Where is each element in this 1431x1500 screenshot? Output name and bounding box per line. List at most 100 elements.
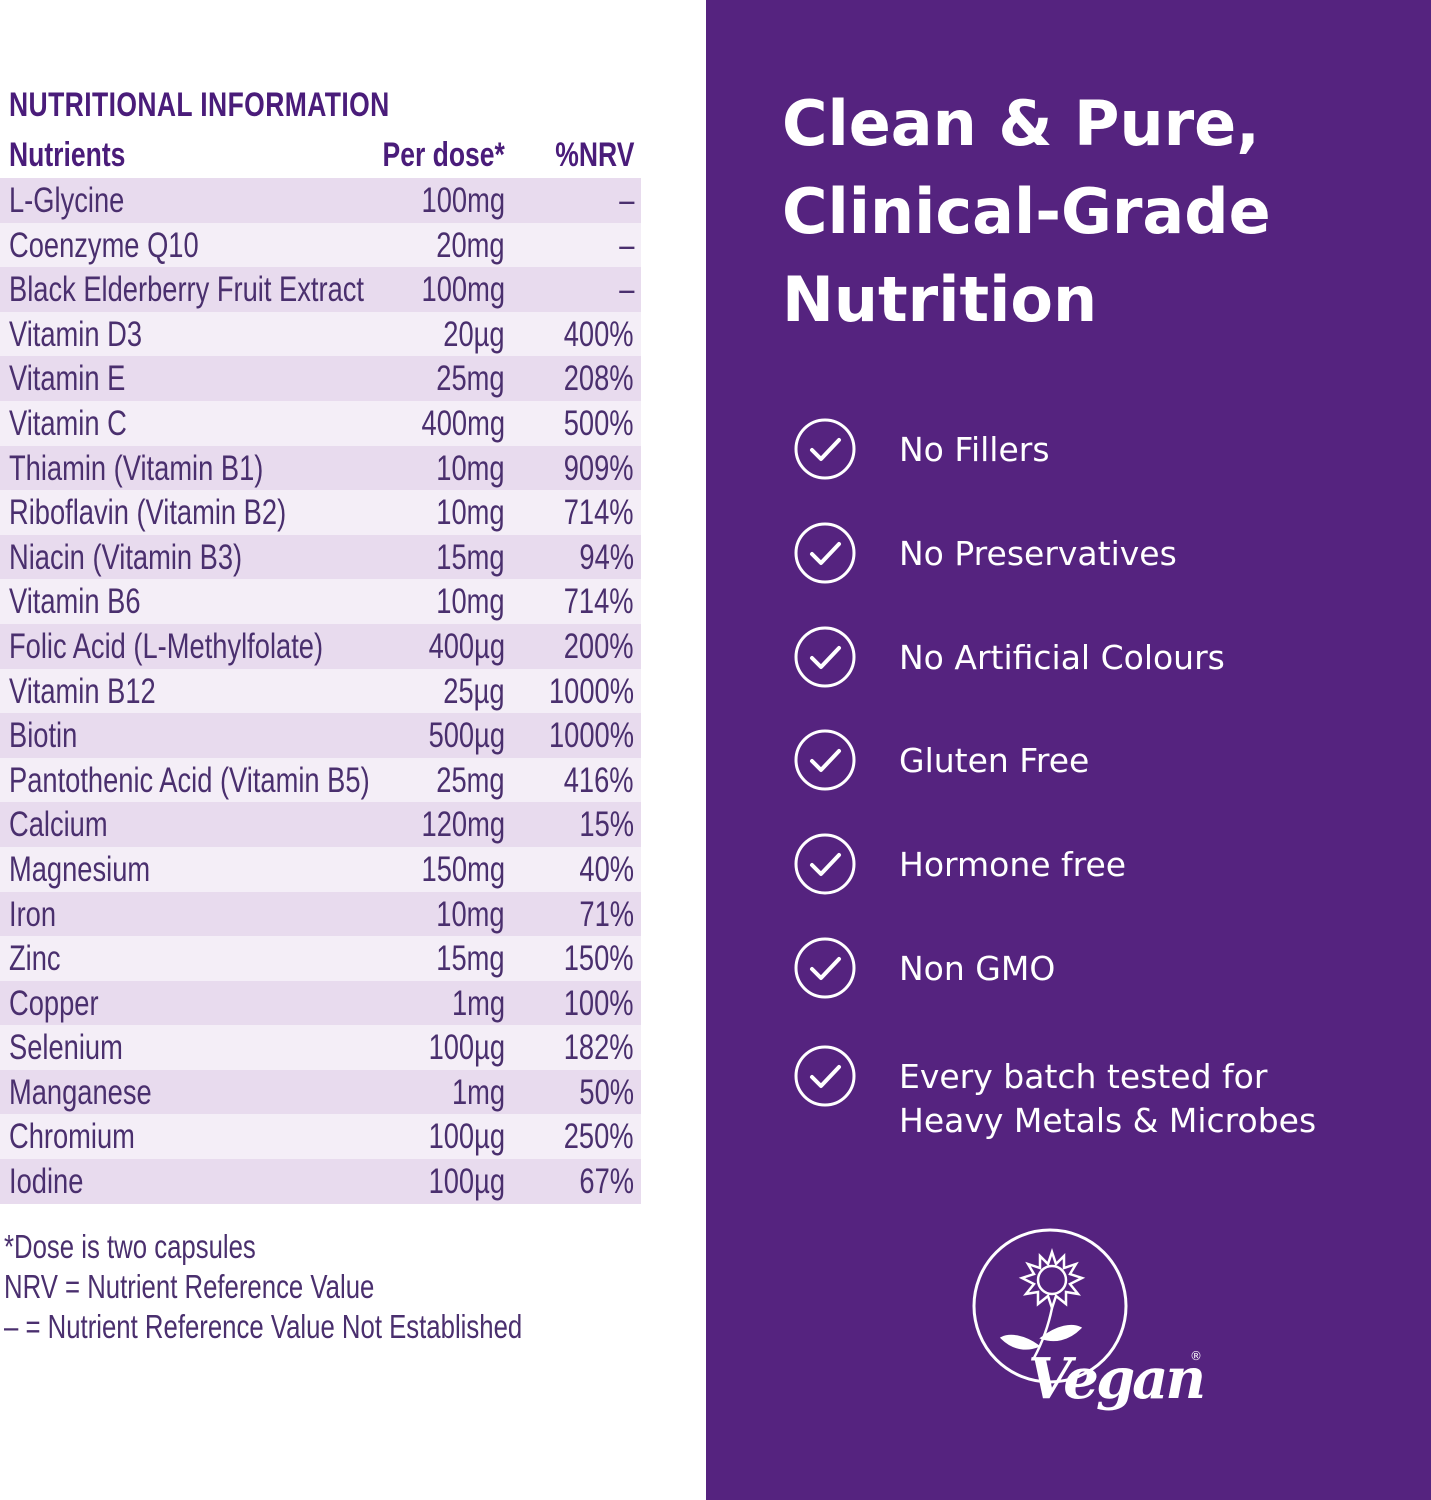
nutrient-name: Coenzyme Q10 xyxy=(9,225,199,265)
nutrient-name: Vitamin C xyxy=(9,403,127,443)
nrv-value: 909% xyxy=(564,448,634,488)
table-row: Chromium 100µg 250% xyxy=(0,1114,641,1160)
dose-value: 10mg xyxy=(436,582,505,622)
headline-line: Clean & Pure, xyxy=(782,87,1260,160)
nutrient-name: Iodine xyxy=(9,1162,84,1202)
dose-value: 100mg xyxy=(421,270,505,310)
table-row: Zinc 15mg 150% xyxy=(0,936,641,981)
nutrient-name: L-Glycine xyxy=(9,181,125,220)
header-per-dose: Per dose* xyxy=(382,136,505,174)
table-row: Folic Acid (L-Methylfolate) 400µg 200% xyxy=(0,623,641,669)
check-circle-icon xyxy=(794,626,856,688)
check-circle-icon xyxy=(794,937,856,999)
dose-value: 100µg xyxy=(428,1117,505,1157)
dose-value: 25mg xyxy=(436,760,505,800)
dose-value: 10mg xyxy=(436,894,505,934)
nutrient-name: Biotin xyxy=(9,716,78,756)
nrv-value: 182% xyxy=(564,1028,634,1068)
dose-value: 500µg xyxy=(428,716,505,756)
table-row: Coenzyme Q10 20mg – xyxy=(0,222,641,268)
feature-label: Every batch tested for Heavy Metals & Mi… xyxy=(899,1057,1317,1140)
nutrient-name: Folic Acid (L-Methylfolate) xyxy=(9,626,324,666)
nrv-value: 50% xyxy=(579,1072,634,1112)
feature-label: Gluten Free xyxy=(899,741,1090,780)
dose-value: 10mg xyxy=(436,493,505,533)
check-circle-icon xyxy=(794,418,856,480)
svg-text:Vegan: Vegan xyxy=(1028,1346,1203,1412)
dose-value: 1mg xyxy=(451,1072,505,1112)
nrv-value: 416% xyxy=(564,760,634,800)
nrv-value: 100% xyxy=(564,983,634,1023)
nutrient-name: Black Elderberry Fruit Extract xyxy=(9,270,364,310)
nutrient-name: Manganese xyxy=(9,1072,152,1112)
nutrition-title: NUTRITIONAL INFORMATION xyxy=(9,86,390,124)
nrv-value: 500% xyxy=(564,403,634,443)
feature-label: No Fillers xyxy=(899,430,1050,469)
nutrient-name: Calcium xyxy=(9,805,108,845)
table-row: Black Elderberry Fruit Extract 100mg – xyxy=(0,267,641,312)
nrv-value: – xyxy=(618,181,634,220)
dose-value: 100µg xyxy=(428,1028,505,1068)
table-row: Copper 1mg 100% xyxy=(0,980,641,1026)
dose-value: 400µg xyxy=(428,626,505,666)
dose-value: 10mg xyxy=(436,448,505,488)
nutrient-name: Iron xyxy=(9,894,57,934)
nutrient-name: Vitamin D3 xyxy=(9,314,143,354)
nutrient-name: Copper xyxy=(9,983,99,1023)
nrv-value: 40% xyxy=(579,849,634,889)
vegan-logo-icon: Vegan ® xyxy=(972,1228,1206,1412)
nrv-value: 94% xyxy=(579,537,634,577)
dose-value: 100mg xyxy=(421,181,505,220)
table-header: Nutrients Per dose* %NRV xyxy=(0,134,641,178)
check-circle-icon xyxy=(794,1045,856,1107)
panel-headline: Clean & Pure, Clinical-Grade Nutrition xyxy=(782,80,1271,344)
dose-value: 120mg xyxy=(421,805,505,845)
nrv-value: – xyxy=(618,270,634,310)
nutrient-name: Magnesium xyxy=(9,849,151,889)
nutrient-name: Niacin (Vitamin B3) xyxy=(9,537,243,577)
table-row: Vitamin C 400mg 500% xyxy=(0,400,641,446)
footnote: *Dose is two capsules xyxy=(4,1228,256,1265)
nutrient-name: Pantothenic Acid (Vitamin B5) xyxy=(9,760,370,800)
nutrient-name: Riboflavin (Vitamin B2) xyxy=(9,493,287,533)
nrv-value: 400% xyxy=(564,314,634,354)
benefits-panel: Clean & Pure, Clinical-Grade Nutrition N… xyxy=(706,0,1431,1500)
table-row: Calcium 120mg 15% xyxy=(0,802,641,847)
dose-value: 20mg xyxy=(436,225,505,265)
headline-line: Clinical-Grade xyxy=(782,175,1271,248)
dose-value: 15mg xyxy=(436,537,505,577)
dose-value: 25µg xyxy=(443,671,505,711)
dose-value: 1mg xyxy=(451,983,505,1023)
table-row: Biotin 500µg 1000% xyxy=(0,713,641,758)
table-row: Magnesium 150mg 40% xyxy=(0,846,641,892)
dose-value: 25mg xyxy=(436,359,505,399)
header-nrv: %NRV xyxy=(554,136,634,174)
svg-text:®: ® xyxy=(1190,1349,1202,1363)
nrv-value: 150% xyxy=(564,939,634,979)
table-row: L-Glycine 100mg – xyxy=(0,178,641,223)
nrv-value: 1000% xyxy=(548,671,634,711)
nutrient-name: Selenium xyxy=(9,1028,123,1068)
nrv-value: 71% xyxy=(579,894,634,934)
nutrient-name: Vitamin B6 xyxy=(9,582,141,622)
footnote: – = Nutrient Reference Value Not Establi… xyxy=(4,1308,523,1345)
nutrient-name: Zinc xyxy=(9,939,61,979)
dose-value: 400mg xyxy=(421,403,505,443)
table-row: Iodine 100µg 67% xyxy=(0,1159,641,1204)
nutrition-section: NUTRITIONAL INFORMATION Nutrients Per do… xyxy=(0,0,706,1500)
nrv-value: 200% xyxy=(564,626,634,666)
feature-label: No Artificial Colours xyxy=(899,638,1225,677)
dose-value: 15mg xyxy=(436,939,505,979)
header-nutrients: Nutrients xyxy=(9,136,126,174)
dose-value: 20µg xyxy=(443,314,505,354)
footnote: NRV = Nutrient Reference Value xyxy=(4,1268,375,1305)
nrv-value: 67% xyxy=(579,1162,634,1202)
headline-line: Nutrition xyxy=(782,263,1098,336)
nrv-value: 714% xyxy=(564,582,634,622)
nutrient-name: Chromium xyxy=(9,1117,135,1157)
table-row: Vitamin B12 25µg 1000% xyxy=(0,668,641,714)
nrv-value: 15% xyxy=(579,805,634,845)
table-row: Iron 10mg 71% xyxy=(0,891,641,937)
nutrient-name: Vitamin B12 xyxy=(9,671,156,711)
table-row: Manganese 1mg 50% xyxy=(0,1069,641,1115)
